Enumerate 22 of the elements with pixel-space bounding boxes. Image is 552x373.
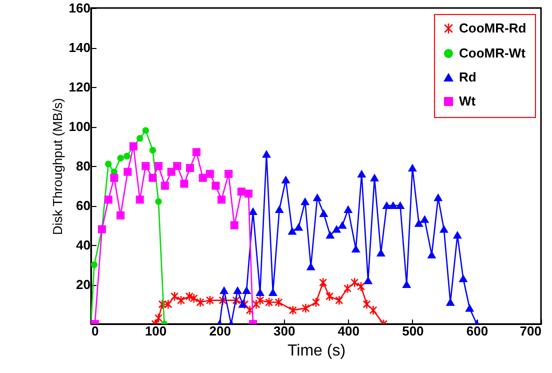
legend-label: Wt [459,94,476,108]
y-tick-label: 20 [76,277,90,292]
y-tick-label: 100 [68,119,90,134]
x-tick-label: 200 [209,324,231,338]
y-tick-label: 160 [68,0,90,16]
x-tick-label: 500 [402,324,424,338]
x-tick-label: 600 [466,324,488,338]
x-tick-label: 100 [144,324,167,338]
y-tick-label: 60 [76,198,90,213]
x-tick-label: 300 [274,324,296,338]
x-tick-label: 0 [92,324,99,338]
y-tick-label: 40 [76,238,90,252]
legend-label: CooMR-Rd [459,20,526,36]
x-tick-label: 700 [520,324,542,338]
y-tick-label: 120 [68,80,90,94]
y-tick-label: 80 [76,158,90,174]
x-tick-label: 400 [338,324,360,338]
x-axis-title: Time (s) [287,342,346,360]
legend-label: CooMR-Wt [459,46,526,60]
legend-label: Rd [459,70,476,84]
y-axis-title: Disk Throughput (MB/s) [50,98,65,236]
y-tick-label: 140 [68,40,90,55]
